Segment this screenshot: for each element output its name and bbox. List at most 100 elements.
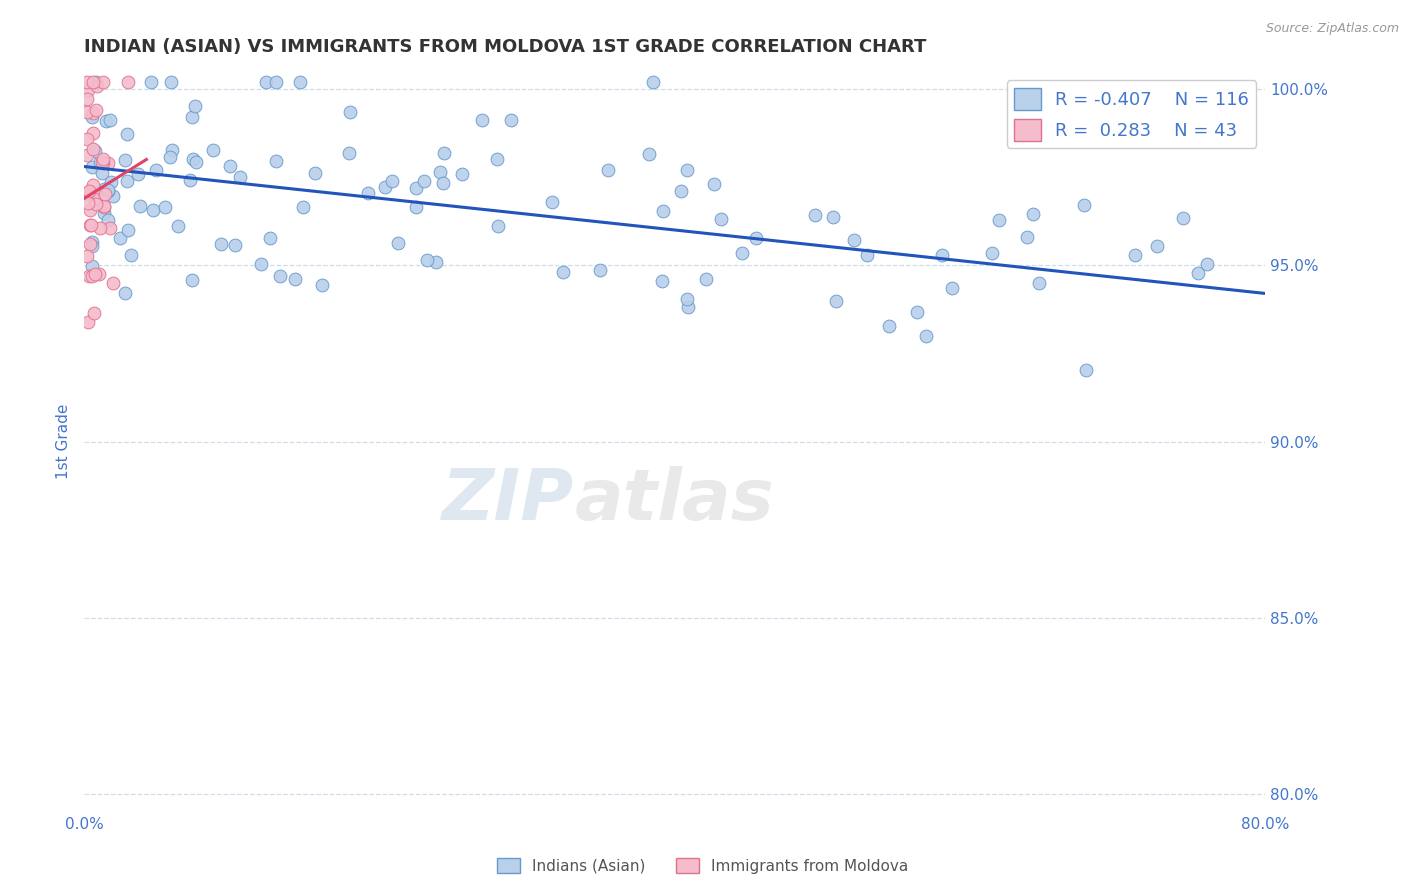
Point [79, 218, 101, 232]
Point [83, 306, 105, 320]
Point [79, 237, 101, 252]
Point [86, 103, 108, 117]
Point [127, 167, 149, 181]
Point [450, 167, 472, 181]
Point [988, 212, 1011, 227]
Point [1074, 363, 1097, 377]
Point [429, 165, 451, 179]
Point [284, 272, 307, 286]
Point [160, 75, 183, 89]
Point [79, 202, 101, 217]
Point [710, 212, 733, 227]
Point [86, 78, 108, 93]
Point [209, 237, 232, 252]
Point [128, 199, 150, 213]
Point [76, 105, 98, 120]
Point [97, 184, 120, 198]
Point [374, 180, 396, 194]
Text: Source: ZipAtlas.com: Source: ZipAtlas.com [1265, 22, 1399, 36]
Point [83, 186, 105, 201]
Point [1123, 248, 1146, 262]
Point [905, 305, 928, 319]
Point [844, 233, 866, 247]
Point [179, 173, 201, 187]
Point [671, 184, 693, 198]
Point [93, 200, 115, 214]
Point [425, 255, 447, 269]
Point [77, 315, 100, 329]
Point [499, 113, 522, 128]
Point [1171, 211, 1194, 225]
Point [91, 166, 114, 180]
Point [981, 246, 1004, 260]
Point [181, 110, 204, 124]
Point [1195, 257, 1218, 271]
Point [290, 75, 312, 89]
Point [181, 273, 204, 287]
Point [249, 257, 271, 271]
Point [676, 300, 699, 314]
Point [80, 235, 103, 249]
Point [91, 155, 114, 169]
Point [184, 99, 207, 113]
Point [114, 153, 136, 167]
Point [115, 174, 138, 188]
Point [931, 248, 953, 262]
Point [76, 186, 98, 200]
Point [86, 75, 108, 89]
Point [598, 163, 620, 178]
Point [676, 293, 699, 307]
Point [82, 126, 104, 140]
Point [84, 197, 107, 211]
Point [433, 146, 456, 161]
Point [91, 75, 114, 89]
Point [100, 221, 122, 235]
Point [77, 269, 100, 284]
Point [76, 148, 98, 162]
Point [304, 166, 326, 180]
Point [77, 195, 100, 210]
Point [201, 143, 224, 157]
Point [941, 281, 963, 295]
Point [83, 192, 105, 206]
Point [651, 204, 673, 219]
Point [98, 112, 121, 127]
Point [553, 265, 575, 279]
Point [695, 271, 717, 285]
Point [413, 174, 436, 188]
Y-axis label: 1st Grade: 1st Grade [56, 404, 72, 479]
Point [184, 155, 207, 169]
Point [218, 159, 240, 173]
Point [101, 189, 124, 203]
Point [291, 200, 314, 214]
Text: INDIAN (ASIAN) VS IMMIGRANTS FROM MOLDOVA 1ST GRADE CORRELATION CHART: INDIAN (ASIAN) VS IMMIGRANTS FROM MOLDOV… [84, 38, 927, 56]
Point [153, 200, 176, 214]
Point [80, 259, 103, 273]
Point [114, 285, 136, 300]
Point [1146, 239, 1168, 253]
Point [97, 183, 120, 197]
Point [486, 219, 509, 233]
Point [120, 248, 142, 262]
Point [269, 269, 291, 284]
Point [89, 220, 111, 235]
Point [821, 210, 844, 224]
Point [381, 174, 404, 188]
Point [80, 185, 103, 199]
Point [103, 276, 125, 290]
Point [77, 184, 100, 198]
Point [1187, 266, 1209, 280]
Point [82, 110, 104, 124]
Point [1073, 198, 1095, 212]
Point [117, 75, 139, 89]
Point [254, 75, 277, 89]
Point [77, 83, 100, 97]
Point [471, 113, 494, 128]
Point [229, 170, 252, 185]
Point [80, 268, 103, 283]
Point [224, 237, 246, 252]
Point [702, 178, 724, 192]
Point [97, 156, 120, 170]
Point [856, 248, 879, 262]
Point [82, 178, 104, 192]
